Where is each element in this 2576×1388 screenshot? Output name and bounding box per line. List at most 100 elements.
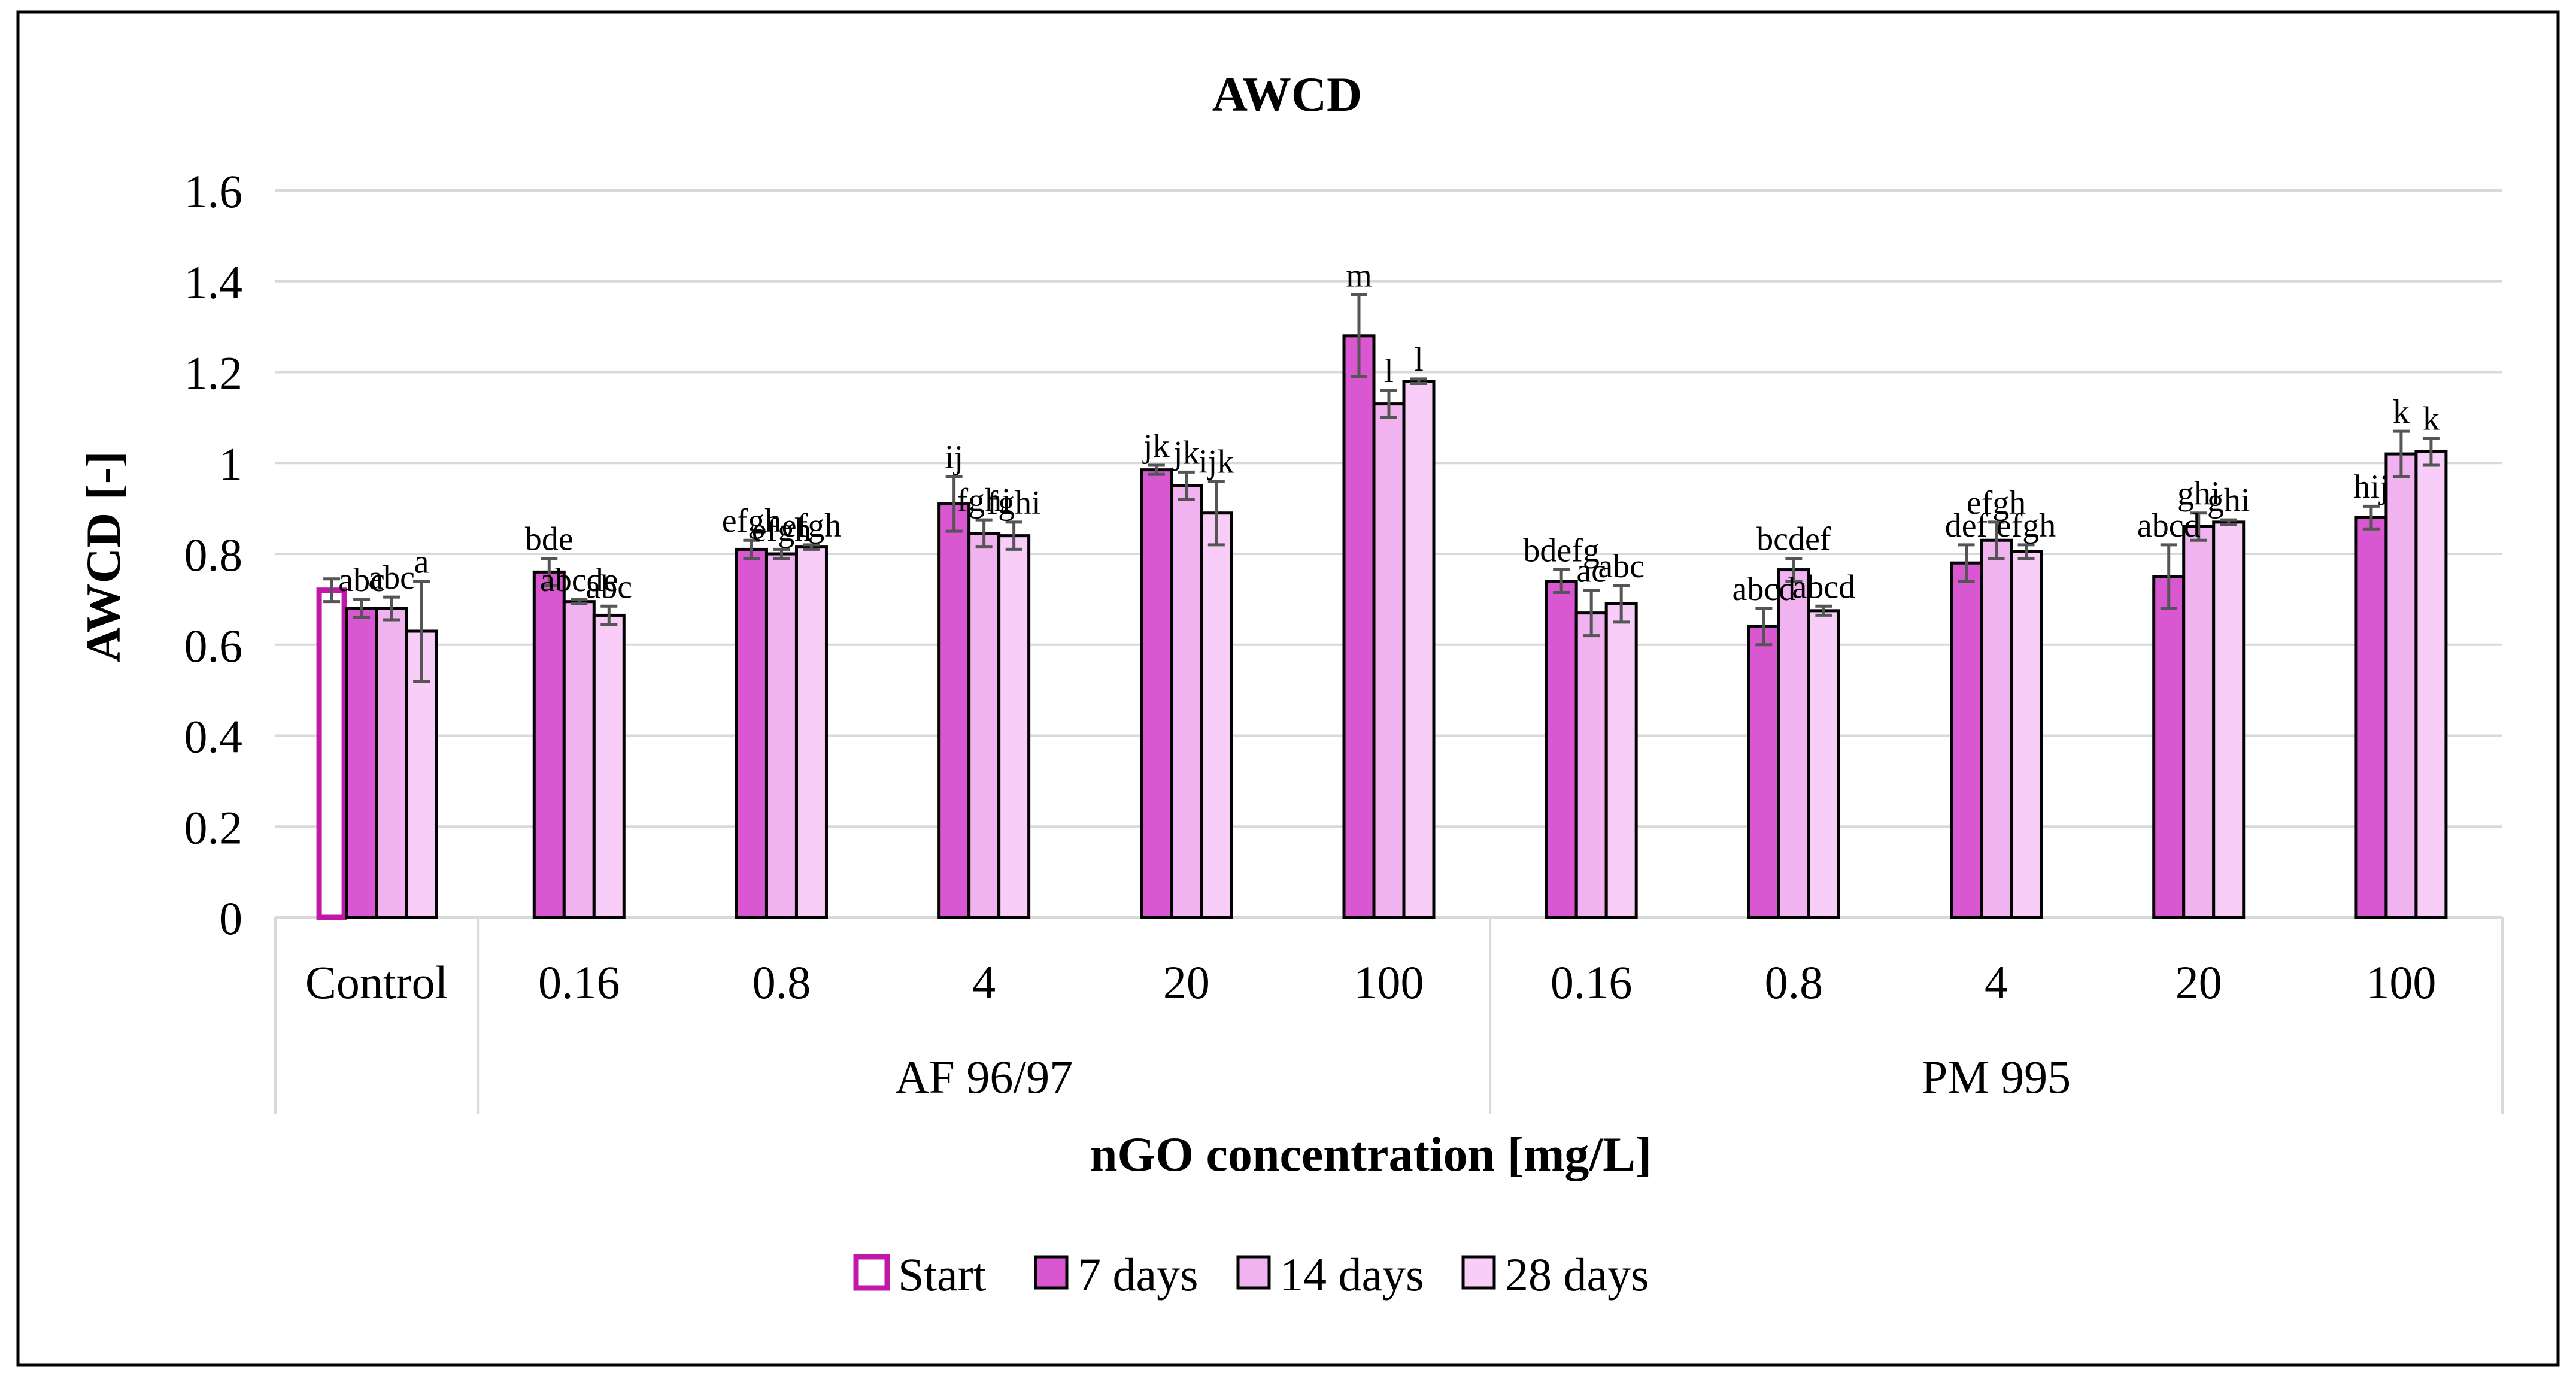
- legend-label-day28: 28 days: [1505, 1248, 1649, 1301]
- bar-day7: [1140, 468, 1173, 919]
- significance-label: l: [1384, 353, 1394, 390]
- significance-label: bdefg: [1523, 532, 1600, 569]
- category-label: 4: [972, 956, 996, 1008]
- significance-label: a: [414, 544, 429, 581]
- significance-labels: abcabcabdeabcdeabcefghefghefghijfghifghi…: [338, 257, 2440, 608]
- bar-day7: [2354, 516, 2388, 919]
- bar-day14: [2182, 525, 2216, 919]
- legend-label-day7: 7 days: [1078, 1248, 1198, 1301]
- significance-label: bcdef: [1756, 521, 1831, 558]
- significance-label: k: [2423, 401, 2440, 438]
- significance-label: abc: [368, 559, 415, 596]
- bar-day28: [592, 613, 626, 919]
- category-label: 0.16: [1551, 956, 1633, 1008]
- bar-day14: [1574, 611, 1608, 919]
- legend-swatch-day14: [1236, 1255, 1271, 1290]
- significance-label: k: [2393, 393, 2410, 431]
- bar-day7: [345, 607, 378, 919]
- y-tick-label: 1.6: [184, 165, 243, 217]
- significance-label: ac: [1576, 553, 1606, 590]
- bar-day14: [562, 600, 596, 919]
- y-tick-label: 1: [219, 438, 242, 490]
- significance-label: efgh: [722, 502, 782, 540]
- bar-day14: [1980, 538, 2013, 919]
- significance-label: bde: [525, 521, 574, 558]
- legend-swatch-day7: [1034, 1255, 1069, 1290]
- error-bars: [323, 293, 2440, 683]
- significance-label: efgh: [1997, 507, 2056, 544]
- significance-label: abcde: [540, 562, 618, 599]
- bar-day7: [2152, 575, 2186, 919]
- significance-label: hij: [2353, 468, 2389, 505]
- bars: [316, 334, 2448, 920]
- bar-day7: [937, 502, 971, 919]
- x-axis-label: nGO concentration [mg/L]: [1090, 1127, 1652, 1181]
- bar-day28: [997, 534, 1031, 919]
- bar-day7: [1545, 580, 1578, 919]
- category-label: 100: [1354, 956, 1424, 1008]
- category-label: 20: [1163, 956, 1210, 1008]
- category-label: 20: [2176, 956, 2222, 1008]
- legend: Start 7 days 14 days 28 days: [853, 1248, 1649, 1301]
- bar-day7: [735, 547, 768, 919]
- significance-label: abcd: [2137, 507, 2201, 544]
- category-label: 0.8: [753, 956, 811, 1008]
- group-label: AF 96/97: [895, 1051, 1073, 1103]
- y-axis-label: AWCD [-]: [76, 451, 131, 663]
- legend-swatch-day28: [1461, 1255, 1496, 1290]
- significance-label: def: [1945, 507, 1988, 544]
- bar-start: [316, 587, 347, 920]
- bar-day28: [1402, 380, 1436, 919]
- chart-frame: [16, 10, 2560, 1367]
- significance-label: efgh: [752, 511, 812, 548]
- bar-day7: [1950, 561, 1983, 919]
- legend-swatch-start: [853, 1254, 890, 1291]
- bar-day7: [1747, 625, 1780, 919]
- significance-label: fghi: [957, 482, 1011, 519]
- significance-label: ghi: [2177, 475, 2220, 513]
- chart-title: AWCD: [1212, 67, 1363, 122]
- significance-label: abc: [338, 562, 385, 599]
- category-label: 0.16: [538, 956, 620, 1008]
- significance-label: efgh: [782, 507, 842, 544]
- bar-day14: [1372, 402, 1406, 919]
- category-label: 4: [1985, 956, 2008, 1008]
- y-tick-label: 1.2: [184, 347, 243, 399]
- bar-day7: [532, 570, 566, 919]
- significance-label: ij: [945, 439, 963, 476]
- bar-day14: [375, 607, 408, 919]
- y-axis-ticks: 0 0.2 0.4 0.6 0.8 1 1.2 1.4 1.6: [184, 165, 243, 944]
- category-label: Control: [305, 956, 448, 1008]
- category-axis: AF 96/97 PM 995 Control 0.16 0.8 4 20 100 0.16 0.…: [274, 916, 2504, 1114]
- y-tick-label: 0: [219, 892, 242, 944]
- y-tick-label: 0.8: [184, 529, 243, 581]
- significance-label: abc: [585, 568, 632, 605]
- significance-label: abc: [1598, 548, 1644, 585]
- bar-day14: [967, 532, 1001, 919]
- bar-day28: [2212, 520, 2246, 919]
- legend-label-start: Start: [898, 1248, 987, 1301]
- group-label: PM 995: [1922, 1051, 2071, 1103]
- significance-label: jk: [1172, 434, 1200, 471]
- significance-label: fghi: [987, 484, 1041, 522]
- significance-label: efgh: [1967, 484, 2026, 522]
- bar-day14: [1777, 568, 1810, 919]
- legend-label-day14: 14 days: [1280, 1248, 1424, 1301]
- category-label: 100: [2366, 956, 2436, 1008]
- category-label: 0.8: [1765, 956, 1823, 1008]
- y-tick-label: 0.6: [184, 620, 243, 672]
- bar-day28: [1807, 609, 1840, 919]
- significance-label: l: [1414, 341, 1424, 378]
- bar-day14: [1170, 484, 1203, 919]
- bar-day28: [794, 545, 828, 919]
- bar-day28: [2414, 450, 2448, 919]
- bar-day28: [2010, 550, 2043, 919]
- bar-day14: [764, 552, 798, 919]
- y-tick-label: 1.4: [184, 256, 243, 308]
- y-tick-label: 0.2: [184, 801, 243, 853]
- bar-day14: [2384, 452, 2418, 919]
- bar-day28: [1200, 511, 1233, 919]
- significance-label: ijk: [1199, 444, 1234, 481]
- bar-day7: [1342, 334, 1376, 919]
